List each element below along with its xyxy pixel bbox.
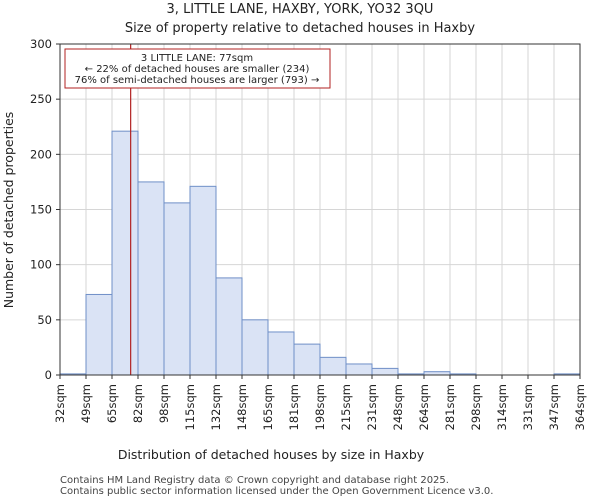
annotation-line-3: 76% of semi-detached houses are larger (… — [75, 75, 320, 86]
x-tick-label-181sqm: 181sqm — [287, 384, 301, 430]
y-axis-label: Number of detached properties — [1, 112, 16, 309]
x-tick-label-364sqm: 364sqm — [573, 384, 587, 430]
y-tick-label-0: 0 — [45, 368, 52, 382]
x-tick-label-49sqm: 49sqm — [79, 384, 93, 423]
y-tick-label-200: 200 — [30, 147, 52, 161]
y-tick-label-100: 100 — [30, 258, 52, 272]
bar-115sqm — [189, 185, 217, 376]
bar-231sqm — [371, 367, 399, 376]
annotation-line-1: 3 LITTLE LANE: 77sqm — [141, 53, 253, 64]
x-axis-label: Distribution of detached houses by size … — [118, 447, 425, 462]
bar-82sqm — [137, 181, 165, 376]
annotation-box: 3 LITTLE LANE: 77sqm ← 22% of detached h… — [64, 48, 331, 89]
x-tick-labels: 32sqm 49sqm 65sqm 82sqm 98sqm 115sqm 132sqm 148… — [53, 375, 587, 430]
x-tick-label-65sqm: 65sqm — [105, 384, 119, 423]
x-tick-label-215sqm: 215sqm — [339, 384, 353, 430]
bar-165sqm — [267, 331, 295, 376]
bar-198sqm — [319, 356, 347, 376]
x-tick-label-132sqm: 132sqm — [209, 384, 223, 430]
annotation-frame — [64, 48, 331, 89]
x-tick-label-314sqm: 314sqm — [495, 384, 509, 430]
y-tick-label-150: 150 — [30, 203, 52, 217]
chart-subtitle: Size of property relative to detached ho… — [125, 21, 475, 36]
x-tick-label-298sqm: 298sqm — [469, 384, 483, 430]
chart-title: 3, LITTLE LANE, HAXBY, YORK, YO32 3QU — [167, 2, 434, 17]
y-tick-label-50: 50 — [37, 313, 52, 327]
annotation-line-2: ← 22% of detached houses are smaller (23… — [85, 64, 310, 75]
x-tick-label-82sqm: 82sqm — [131, 384, 145, 423]
bar-132sqm — [215, 277, 243, 376]
x-tick-label-331sqm: 331sqm — [521, 384, 535, 430]
x-tick-label-281sqm: 281sqm — [443, 384, 457, 430]
footer-line-2: Contains public sector information licen… — [60, 486, 493, 497]
x-tick-label-231sqm: 231sqm — [365, 384, 379, 430]
y-tick-label-250: 250 — [30, 92, 52, 106]
bar-65sqm — [111, 130, 139, 376]
x-tick-label-198sqm: 198sqm — [313, 384, 327, 430]
x-tick-label-98sqm: 98sqm — [157, 384, 171, 423]
x-tick-label-115sqm: 115sqm — [183, 384, 197, 430]
bar-98sqm — [163, 202, 191, 376]
bar-49sqm — [85, 293, 113, 376]
bar-148sqm — [241, 319, 269, 376]
x-tick-label-32sqm: 32sqm — [53, 384, 67, 423]
y-tick-label-300: 300 — [30, 37, 52, 51]
x-tick-label-264sqm: 264sqm — [417, 384, 431, 430]
bar-181sqm — [293, 343, 321, 376]
x-tick-label-248sqm: 248sqm — [391, 384, 405, 430]
bars — [59, 130, 581, 376]
x-tick-label-148sqm: 148sqm — [235, 384, 249, 430]
footer-line-1: Contains HM Land Registry data © Crown c… — [60, 475, 449, 486]
x-tick-label-347sqm: 347sqm — [547, 384, 561, 430]
y-tick-labels: 0 50 100 150 200 250 300 — [30, 37, 60, 382]
x-tick-label-165sqm: 165sqm — [261, 384, 275, 430]
bar-215sqm — [345, 363, 373, 376]
